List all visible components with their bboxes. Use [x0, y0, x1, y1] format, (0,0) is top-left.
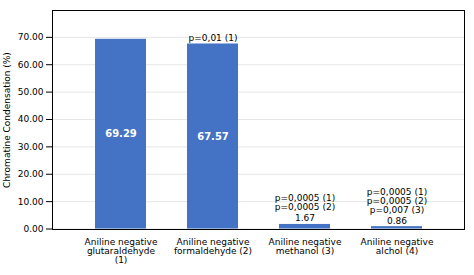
- svg-text:p=0,01 (1): p=0,01 (1): [189, 33, 238, 43]
- svg-text:p=0,0005 (1)p=0,0005 (2)p=0,00: p=0,0005 (1)p=0,0005 (2)p=0,007 (3): [367, 187, 427, 215]
- svg-text:Aniline negativealchol (4): Aniline negativealchol (4): [361, 237, 434, 256]
- svg-text:40.00: 40.00: [18, 114, 44, 124]
- svg-text:60.00: 60.00: [18, 60, 44, 70]
- svg-text:Aniline negativeformaldehyde (: Aniline negativeformaldehyde (2): [174, 237, 252, 256]
- svg-text:0.86: 0.86: [387, 216, 407, 226]
- svg-text:10.00: 10.00: [18, 197, 44, 207]
- svg-text:30.00: 30.00: [18, 142, 44, 152]
- svg-text:p=0,0005 (1)p=0,0005 (2): p=0,0005 (1)p=0,0005 (2): [275, 193, 335, 212]
- svg-text:1.67: 1.67: [295, 213, 315, 223]
- svg-text:Aniline negativemethanol (3): Aniline negativemethanol (3): [269, 237, 342, 256]
- svg-text:0.00: 0.00: [23, 224, 43, 234]
- svg-text:67.57: 67.57: [197, 131, 229, 142]
- svg-text:Chromatine Condensation (%): Chromatine Condensation (%): [2, 52, 12, 188]
- svg-text:70.00: 70.00: [18, 32, 44, 42]
- svg-text:50.00: 50.00: [18, 87, 44, 97]
- svg-text:Aniline negativeglutaraldehyde: Aniline negativeglutaraldehyde(1): [85, 237, 158, 265]
- svg-text:20.00: 20.00: [18, 169, 44, 179]
- svg-text:69.29: 69.29: [105, 128, 137, 139]
